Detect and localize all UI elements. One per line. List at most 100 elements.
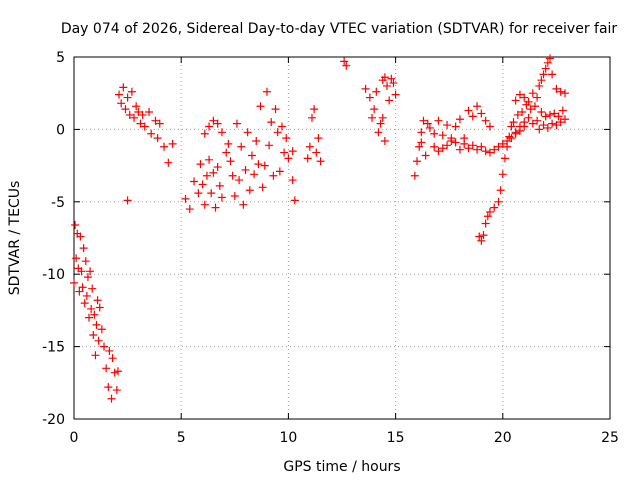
- data-point: [374, 128, 383, 137]
- data-point: [410, 171, 419, 180]
- axis-ticks: 0 5 10 15 20 25 -20 -15 -10 -5 0 5: [42, 50, 619, 446]
- data-point: [505, 132, 514, 141]
- data-point: [202, 171, 211, 180]
- data-point: [434, 147, 443, 156]
- data-point: [511, 128, 520, 137]
- data-point: [473, 102, 482, 111]
- data-point: [222, 148, 231, 157]
- data-point: [151, 116, 160, 125]
- x-tick-label: 15: [387, 430, 405, 446]
- data-point: [269, 171, 278, 180]
- data-point: [138, 110, 147, 119]
- data-point: [235, 176, 244, 185]
- data-point: [190, 177, 199, 186]
- data-point: [155, 119, 164, 128]
- data-point: [226, 157, 235, 166]
- data-point: [104, 383, 113, 392]
- data-point: [75, 287, 84, 296]
- data-point: [258, 183, 267, 192]
- data-point: [95, 303, 104, 312]
- data-point: [560, 115, 569, 124]
- x-axis-label: GPS time / hours: [283, 459, 400, 475]
- data-point: [537, 76, 546, 85]
- x-tick-label: 10: [279, 430, 297, 446]
- data-point: [468, 141, 477, 150]
- data-point: [430, 129, 439, 138]
- data-point: [479, 231, 488, 240]
- data-point: [485, 207, 494, 216]
- y-tick-label: 0: [56, 122, 65, 138]
- data-point: [256, 102, 265, 111]
- data-point: [85, 313, 94, 322]
- data-point: [548, 119, 557, 128]
- data-point: [430, 142, 439, 151]
- data-point: [419, 116, 428, 125]
- data-point: [134, 108, 143, 117]
- data-point: [312, 148, 321, 157]
- data-point: [417, 128, 426, 137]
- data-point: [265, 141, 274, 150]
- data-point: [77, 267, 86, 276]
- data-point: [78, 283, 87, 292]
- data-point: [224, 139, 233, 148]
- data-point: [303, 154, 312, 163]
- data-point: [86, 267, 95, 276]
- data-point: [415, 142, 424, 151]
- data-point: [537, 108, 546, 117]
- data-point: [447, 136, 456, 145]
- data-point: [92, 320, 101, 329]
- data-point: [70, 278, 78, 287]
- data-point: [524, 97, 533, 106]
- data-point: [385, 96, 394, 105]
- data-point: [539, 70, 548, 79]
- data-point: [307, 113, 316, 122]
- data-point: [211, 203, 220, 212]
- data-point: [511, 96, 520, 105]
- data-point: [94, 336, 103, 345]
- data-point: [230, 192, 239, 201]
- data-point: [500, 154, 509, 163]
- data-point: [200, 200, 209, 209]
- x-tick-label: 25: [601, 430, 619, 446]
- data-point: [105, 346, 114, 355]
- data-points: [70, 54, 569, 403]
- data-point: [477, 109, 486, 118]
- data-point: [282, 134, 291, 143]
- data-point: [535, 125, 544, 134]
- data-point: [217, 128, 226, 137]
- data-point: [380, 73, 389, 82]
- data-point: [213, 119, 222, 128]
- data-point: [539, 121, 548, 130]
- data-point: [290, 196, 299, 205]
- data-point: [425, 123, 434, 132]
- data-point: [383, 81, 392, 90]
- data-point: [123, 93, 132, 102]
- data-point: [136, 119, 145, 128]
- data-point: [79, 244, 88, 253]
- data-point: [76, 232, 85, 241]
- data-point: [380, 136, 389, 145]
- data-point: [93, 296, 102, 305]
- data-point: [102, 364, 111, 373]
- data-point: [232, 119, 241, 128]
- data-point: [280, 148, 289, 157]
- data-point: [545, 54, 554, 63]
- data-point: [89, 331, 98, 340]
- data-point: [340, 57, 349, 66]
- data-point: [503, 142, 512, 151]
- data-point: [413, 157, 422, 166]
- data-point: [421, 151, 430, 160]
- data-point: [71, 220, 80, 229]
- data-point: [481, 116, 490, 125]
- data-point: [181, 194, 190, 203]
- data-point: [91, 351, 100, 360]
- data-point: [82, 291, 91, 300]
- data-point: [533, 116, 542, 125]
- data-point: [423, 119, 432, 128]
- y-tick-label: -20: [42, 412, 65, 428]
- data-point: [515, 122, 524, 131]
- data-point: [250, 170, 259, 179]
- data-point: [271, 105, 280, 114]
- data-point: [365, 93, 374, 102]
- data-point: [130, 113, 139, 122]
